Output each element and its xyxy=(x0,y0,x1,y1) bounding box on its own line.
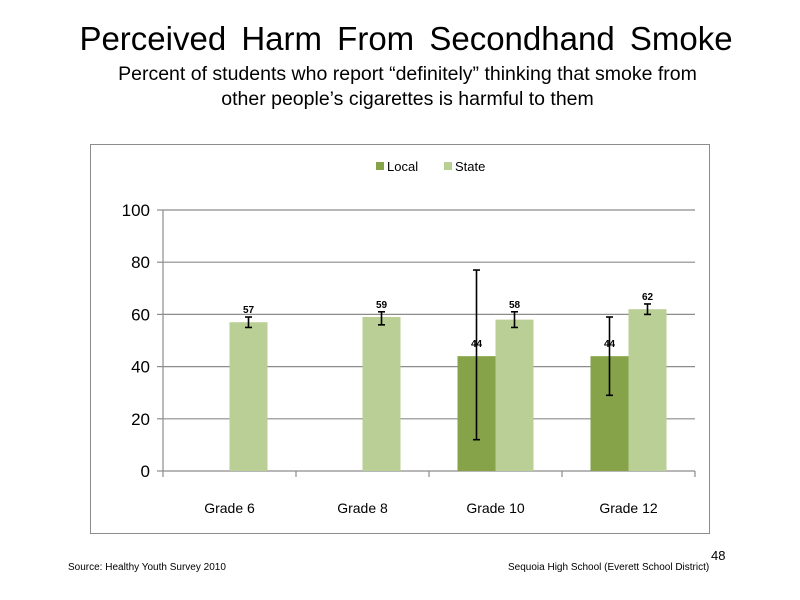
slide-title: Perceived Harm From Secondhand Smoke xyxy=(79,20,733,57)
y-tick-label: 100 xyxy=(122,201,150,220)
chart-legend: Local State xyxy=(376,159,485,174)
bar-state xyxy=(628,309,667,471)
x-tick-label: Grade 12 xyxy=(599,500,658,516)
data-label: 57 xyxy=(243,305,255,316)
data-label: 58 xyxy=(509,300,521,311)
page-number: 48 xyxy=(711,548,726,563)
legend-swatch-local xyxy=(376,162,384,170)
error-bars xyxy=(245,269,651,441)
x-tick-label: Grade 10 xyxy=(466,500,525,516)
legend-label-state: State xyxy=(455,159,485,174)
axes: 0 20 40 60 80 100 Grade 6 Grade 8 Grade 10 Grade … xyxy=(122,201,696,516)
bar-state xyxy=(495,319,534,471)
y-tick-label: 60 xyxy=(131,305,150,324)
data-label: 44 xyxy=(604,339,616,350)
y-tick-label: 0 xyxy=(141,462,150,481)
legend-swatch-state xyxy=(444,162,452,170)
subtitle-line-2: other people’s cigarettes is harmful to … xyxy=(221,88,594,110)
bars xyxy=(229,309,667,471)
data-labels: 44 44 57 59 58 62 xyxy=(243,292,654,350)
source-note: Source: Healthy Youth Survey 2010 xyxy=(68,562,226,573)
y-tick-label: 80 xyxy=(131,253,150,272)
x-tick-label: Grade 6 xyxy=(204,500,255,516)
chart-frame xyxy=(90,144,710,534)
x-tick-label: Grade 8 xyxy=(337,500,388,516)
subtitle-line-1: Percent of students who report “definite… xyxy=(118,63,697,85)
data-label: 59 xyxy=(376,300,388,311)
bar-state xyxy=(229,322,268,471)
data-label: 62 xyxy=(642,292,654,303)
legend-label-local: Local xyxy=(387,159,418,174)
data-label: 44 xyxy=(471,339,483,350)
slide-subtitle: Percent of students who report “definite… xyxy=(60,62,755,112)
y-tick-label: 20 xyxy=(131,410,150,429)
school-name: Sequoia High School (Everett School Dist… xyxy=(508,562,710,573)
bar-state xyxy=(362,317,401,471)
y-tick-label: 40 xyxy=(131,358,150,377)
